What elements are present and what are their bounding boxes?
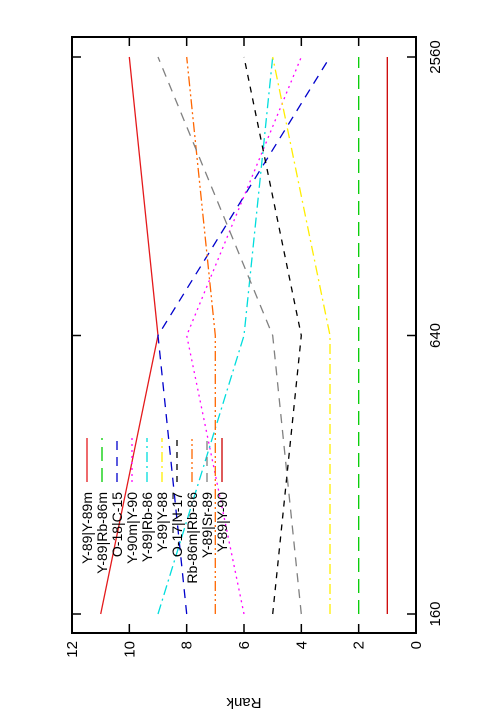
legend-label: Y-89|Sr-89: [199, 492, 215, 558]
series-line: [157, 56, 331, 615]
series-line: [243, 56, 302, 615]
legend-label: Rb-86m|Rb-86: [184, 492, 200, 584]
legend-label: Y-90m|Y-90: [124, 492, 140, 564]
x-tick-label: 160: [427, 601, 444, 626]
y-axis-title: Rank: [226, 694, 262, 711]
legend-label: Y-89|Rb-86m: [94, 492, 110, 574]
y-axis-ticks: 0 2 4 6 8 10 12: [64, 37, 425, 658]
legend-label: O-18|C-15: [109, 492, 125, 557]
x-tick-label: 2560: [427, 40, 444, 73]
legend-label: Y-89|Y-89m: [79, 492, 95, 564]
y-tick-label: 4: [293, 641, 310, 649]
y-tick-label: 8: [179, 641, 196, 649]
y-tick-label: 6: [236, 641, 253, 649]
legend: Y-89|Y-89m Y-89|Rb-86m O-18|C-15 Y-90m|Y-90…: [79, 438, 230, 584]
legend-label: Y-89|Y-88: [154, 492, 170, 552]
y-tick-label: 10: [121, 641, 138, 658]
series-lines: [100, 56, 388, 615]
legend-label: O-17|N-17: [169, 492, 185, 557]
series-line: [157, 56, 302, 615]
legend-label: Y-89|Rb-86: [139, 492, 155, 562]
x-axis-ticks: 160 640 2560: [72, 40, 444, 627]
legend-label: Y-89|Y-90: [214, 492, 230, 552]
y-tick-label: 12: [64, 641, 81, 658]
x-tick-label: 640: [427, 323, 444, 348]
y-tick-label: 2: [351, 641, 368, 649]
series-line: [272, 56, 331, 614]
y-tick-label: 0: [408, 641, 425, 649]
